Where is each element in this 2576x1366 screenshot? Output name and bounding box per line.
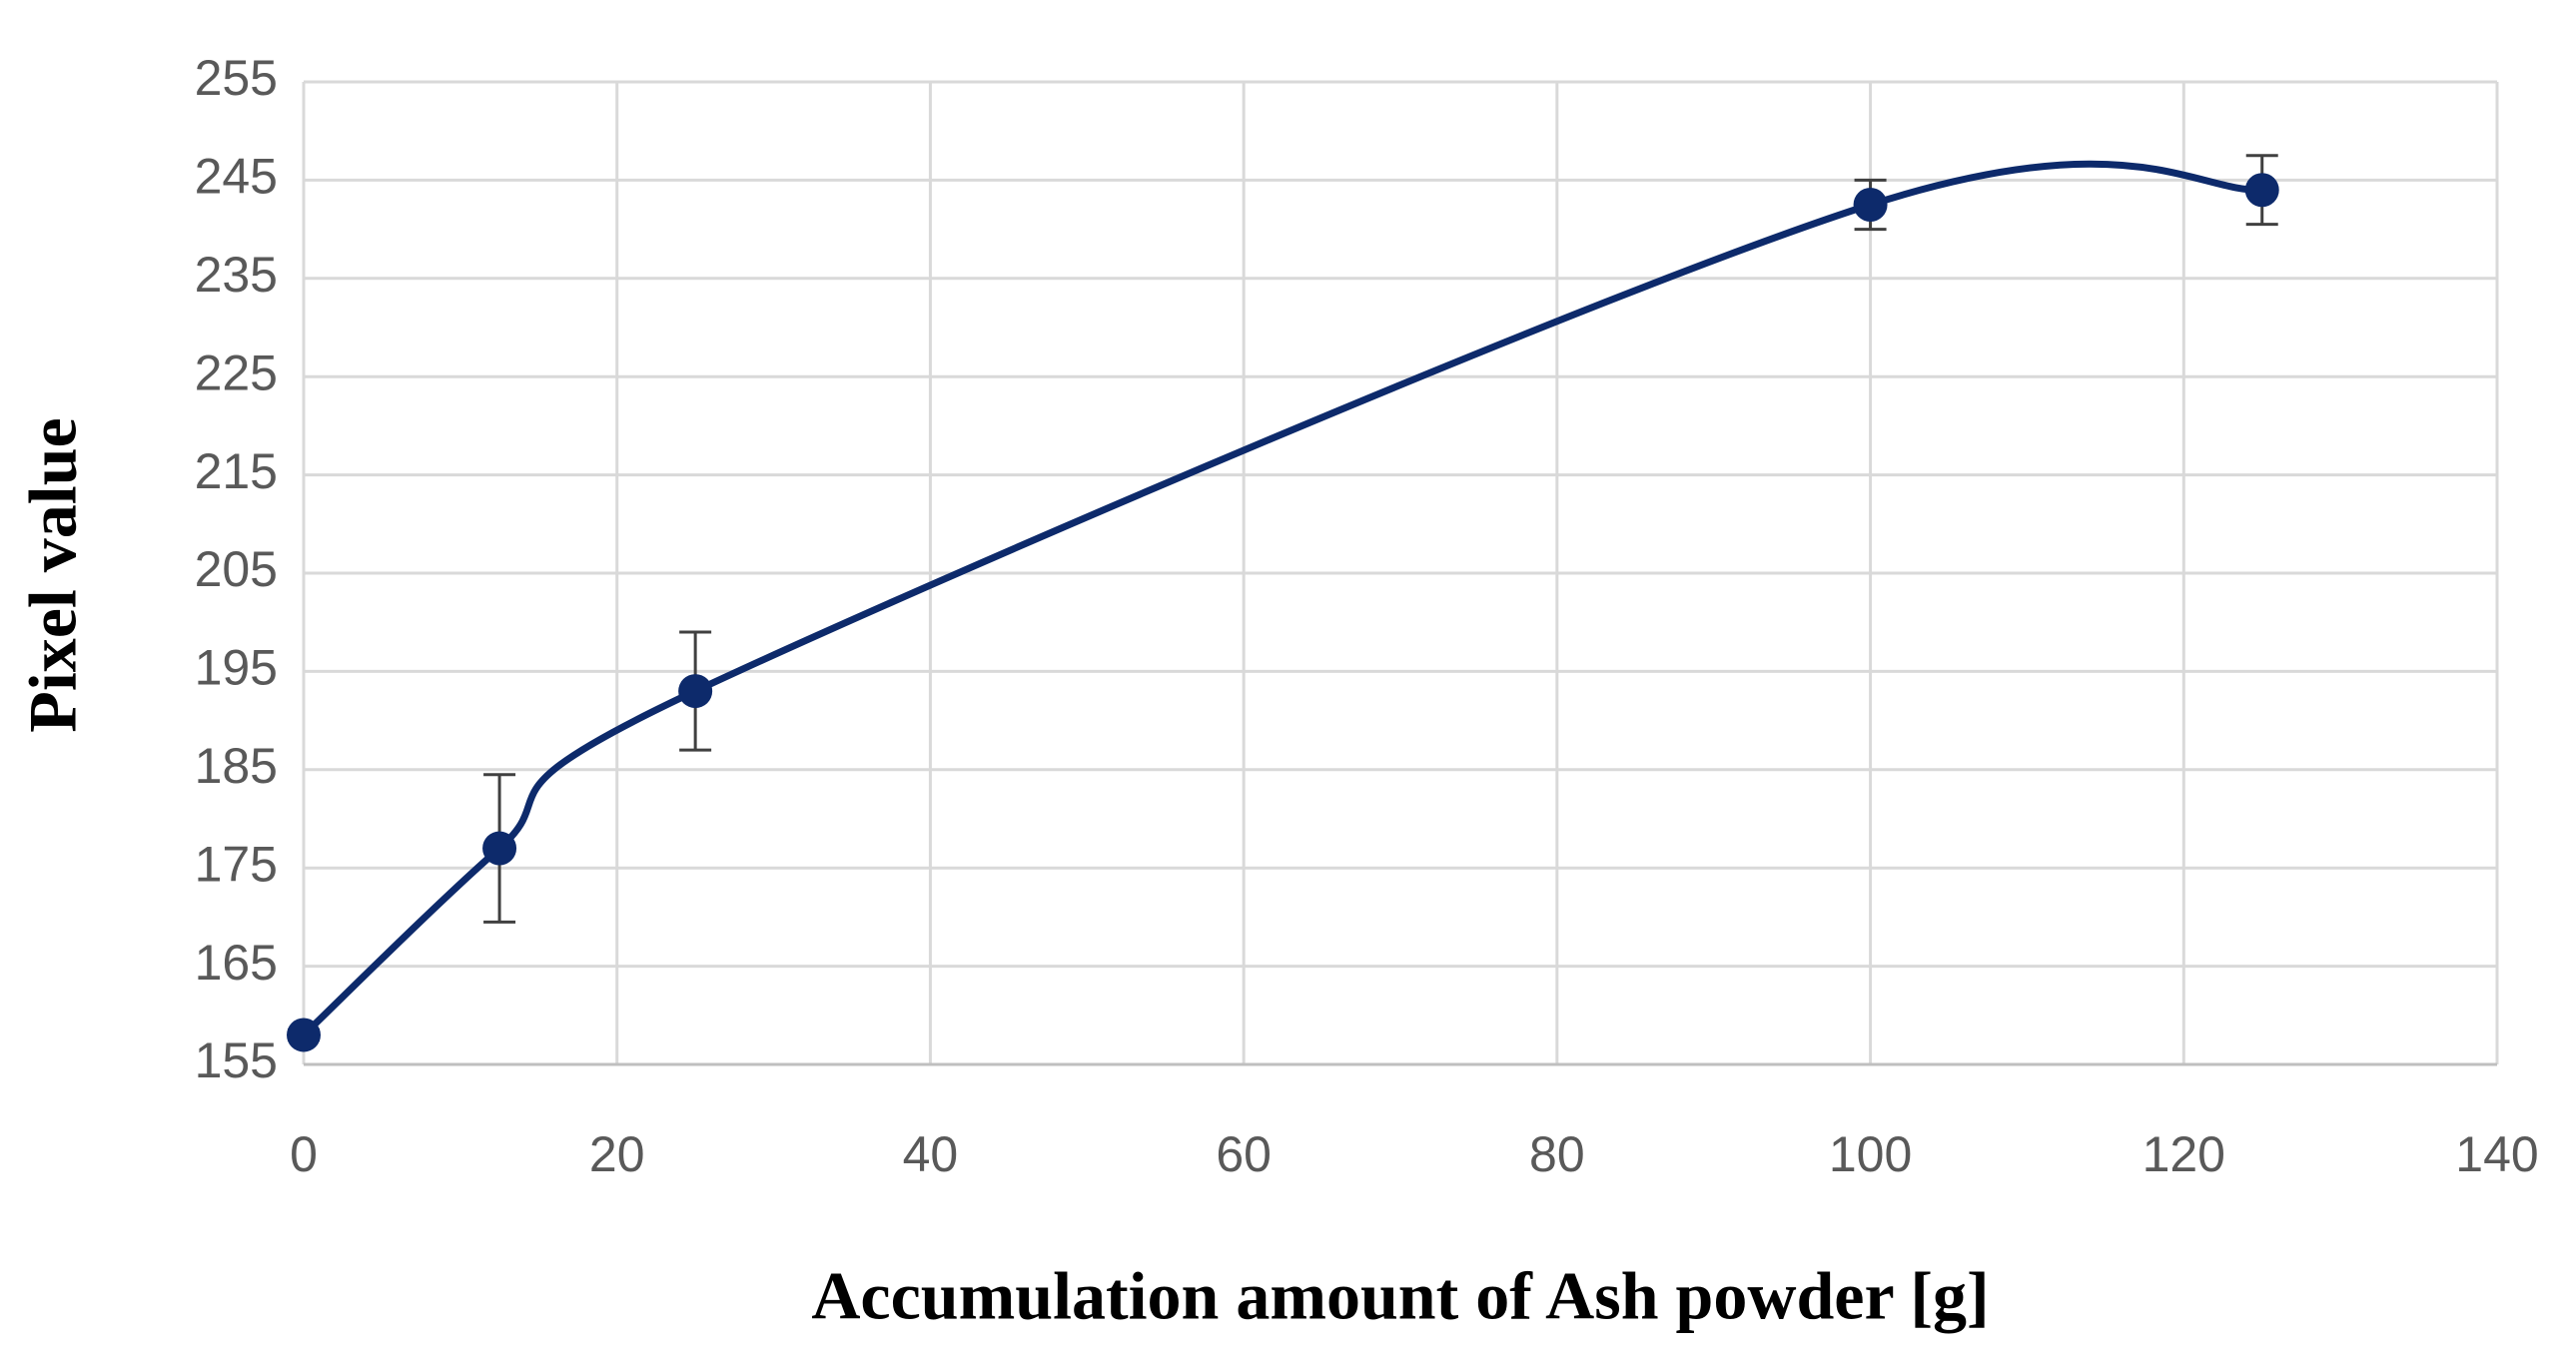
x-tick-label: 140: [2455, 1126, 2538, 1182]
series-line: [301, 160, 2262, 1038]
y-tick-label: 185: [195, 738, 278, 794]
x-tick-label: 80: [1529, 1126, 1585, 1182]
x-tick-label: 0: [290, 1126, 318, 1182]
y-tick-label: 195: [195, 640, 278, 696]
x-tick-label: 120: [2143, 1126, 2225, 1182]
y-tick-label: 175: [195, 836, 278, 892]
point: [678, 674, 713, 709]
y-axis-title: Pixel value: [15, 417, 91, 732]
point: [287, 1018, 321, 1052]
y-tick-label: 215: [195, 443, 278, 499]
y-tick-label: 155: [195, 1032, 278, 1088]
y-tick-label: 225: [195, 344, 278, 400]
y-tick-label: 205: [195, 541, 278, 597]
x-tick-label: 40: [903, 1126, 959, 1182]
x-tick-label: 100: [1829, 1126, 1912, 1182]
x-tick-label: 60: [1216, 1126, 1272, 1182]
point: [2244, 173, 2279, 208]
y-tick-label: 245: [195, 149, 278, 205]
point: [482, 831, 517, 866]
x-tick-label: 20: [589, 1126, 645, 1182]
y-tick-label: 165: [195, 935, 278, 991]
y-tick-label: 235: [195, 247, 278, 303]
x-axis-title: Accumulation amount of Ash powder [g]: [811, 1258, 1989, 1334]
point: [1853, 188, 1888, 222]
y-tick-label: 255: [195, 50, 278, 106]
